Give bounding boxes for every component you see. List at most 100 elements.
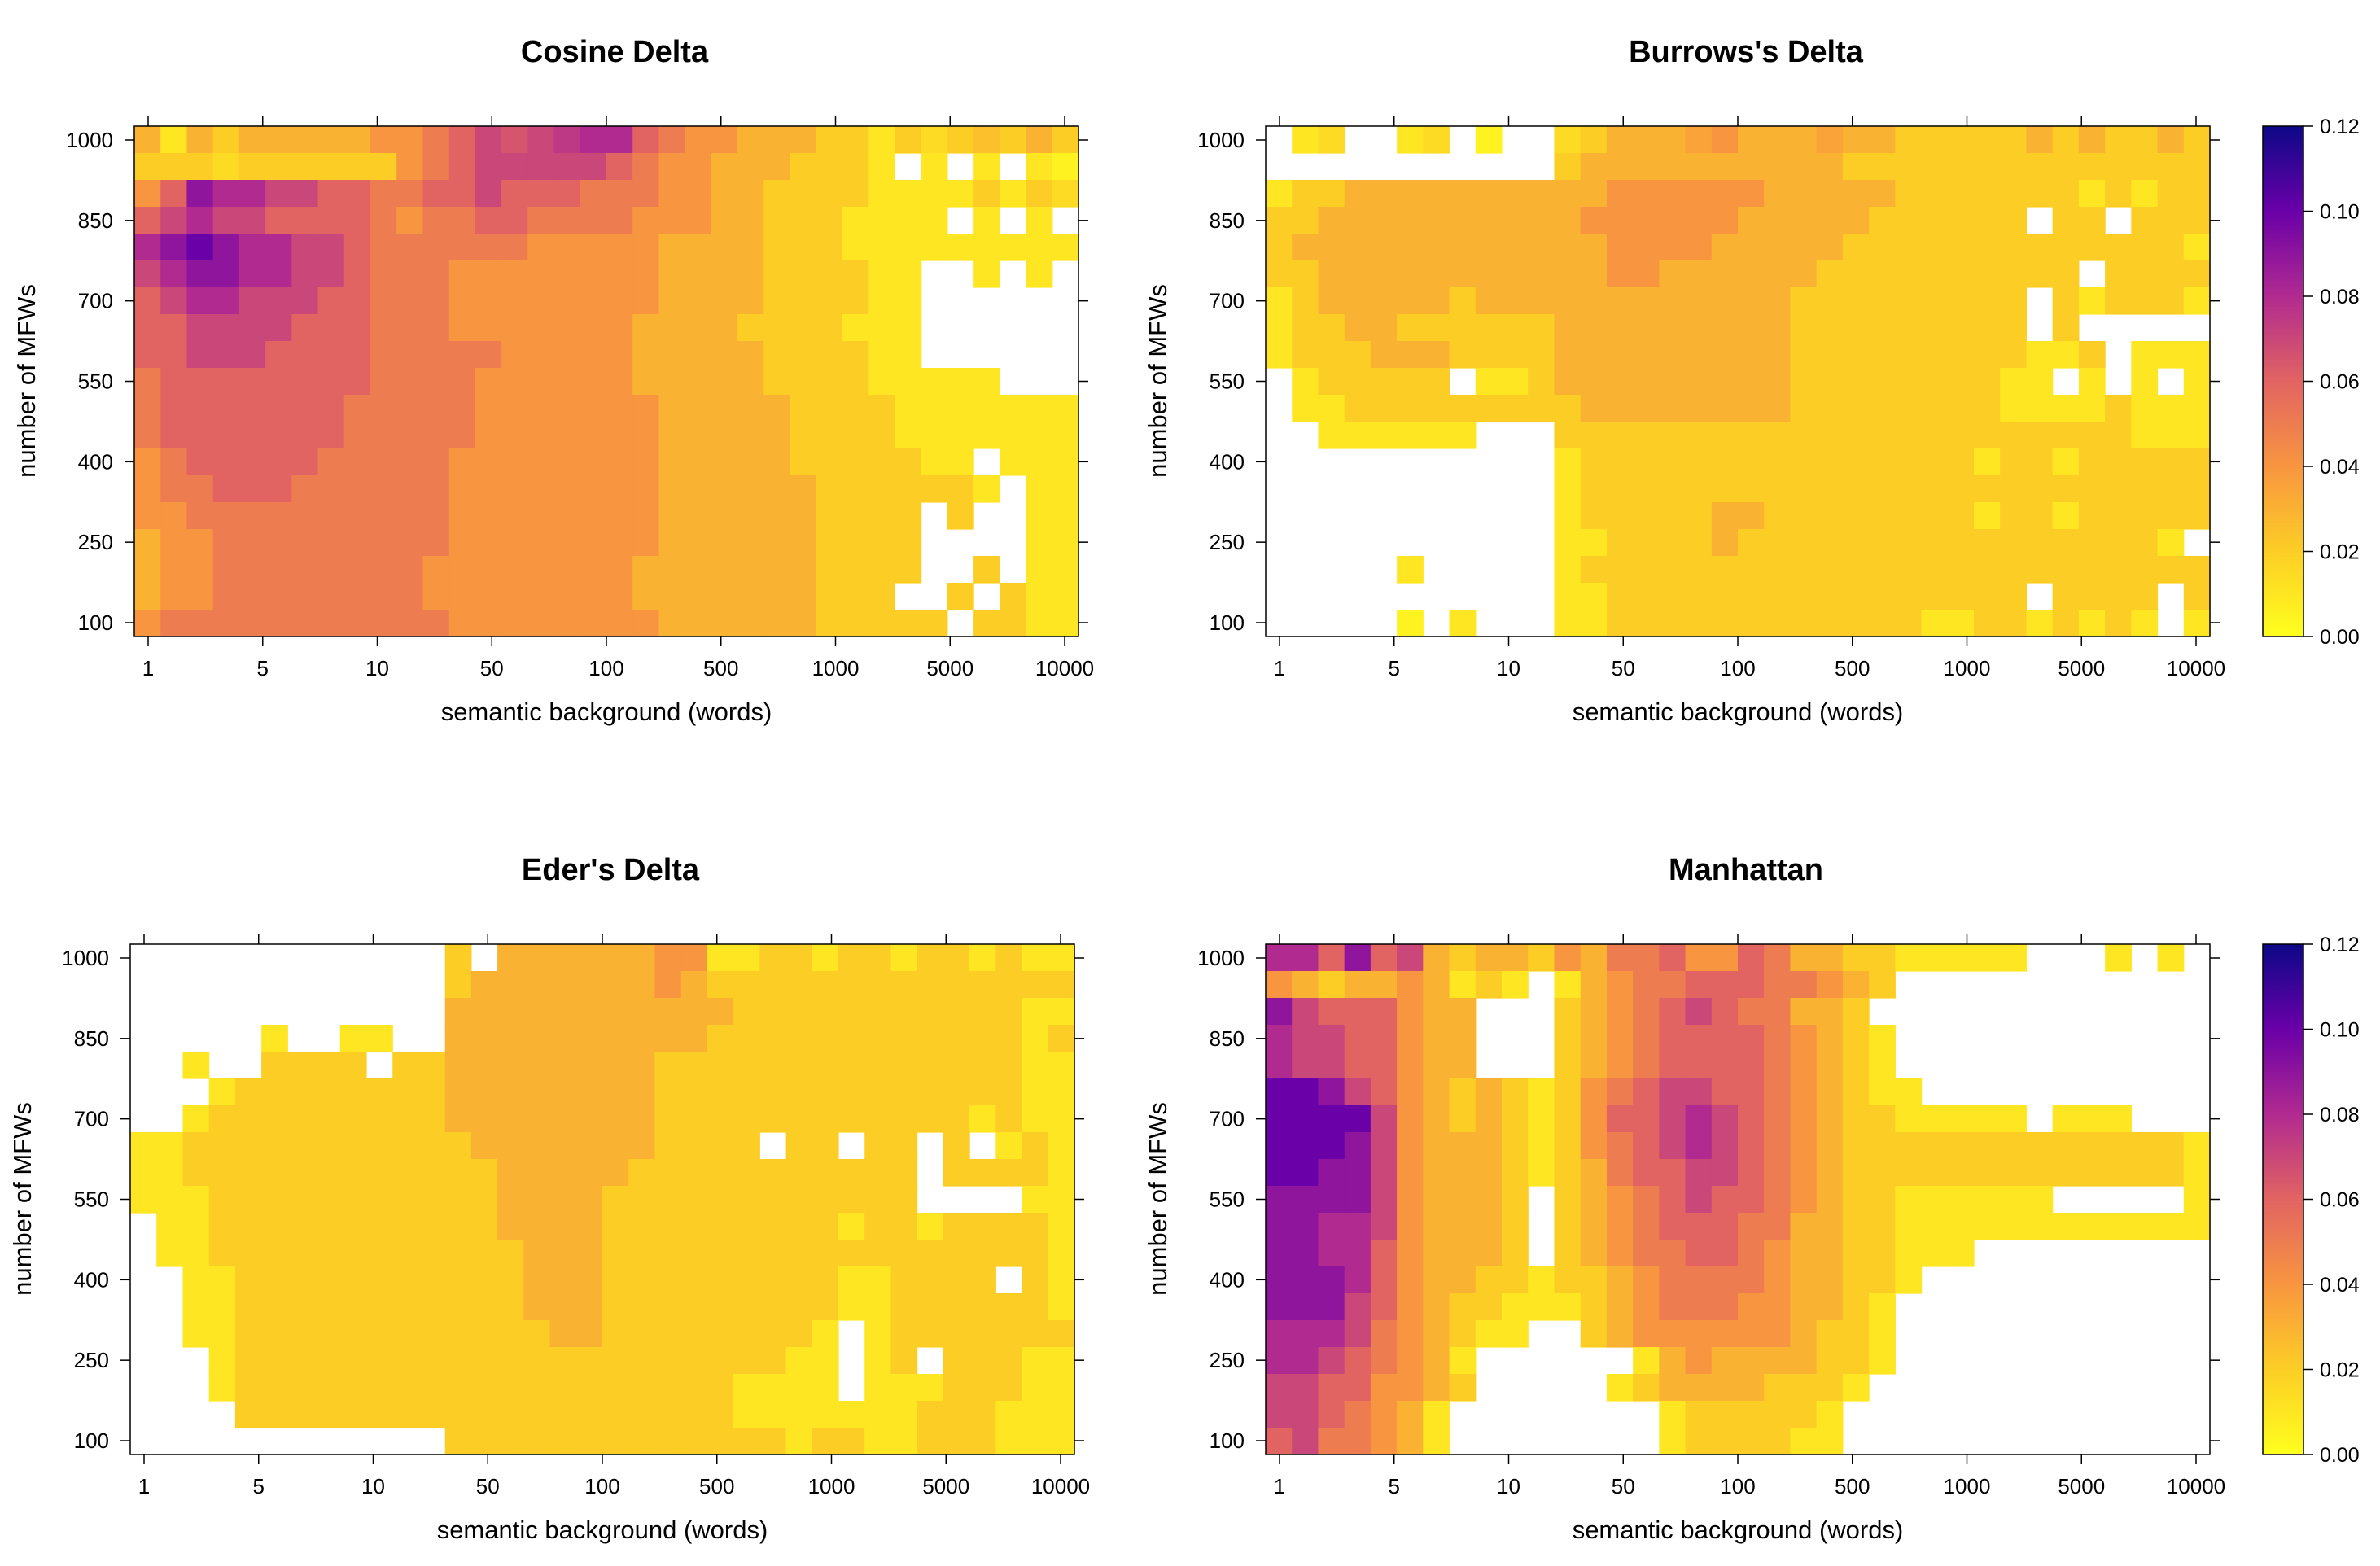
- heatmap-cell: [1764, 529, 1792, 557]
- heatmap-cell: [317, 395, 345, 422]
- heatmap-cell: [1790, 583, 1818, 610]
- heatmap-cell: [2078, 502, 2106, 530]
- heatmap-cell: [685, 207, 712, 234]
- heatmap-cell: [632, 180, 660, 208]
- heatmap-cell: [2105, 529, 2132, 557]
- heatmap-cell: [921, 448, 948, 476]
- heatmap-cell: [553, 448, 581, 476]
- heatmap-cell: [895, 475, 922, 503]
- heatmap-cell: [654, 1159, 682, 1187]
- heatmap-cell: [2183, 475, 2211, 503]
- heatmap-cell: [895, 502, 922, 530]
- heatmap-cell: [370, 502, 397, 530]
- x-tick-label: 10000: [2167, 1474, 2225, 1498]
- x-tick-label: 500: [1835, 1474, 1870, 1498]
- heatmap-cell: [1292, 287, 1319, 315]
- heatmap-cell: [890, 1159, 918, 1187]
- heatmap-cell: [1895, 502, 1923, 530]
- heatmap-cell: [1449, 998, 1477, 1026]
- heatmap-cell: [549, 1266, 577, 1294]
- heatmap-cell: [1842, 207, 1870, 234]
- heatmap-cell: [182, 1052, 210, 1079]
- heatmap-cell: [606, 422, 633, 449]
- colorbar-tick-label: 0.02: [2320, 1359, 2360, 1382]
- heatmap-cell: [1370, 287, 1398, 315]
- heatmap-cell: [1554, 287, 1582, 315]
- x-tick-label: 1000: [1944, 656, 1991, 680]
- heatmap-cell: [921, 475, 948, 503]
- heatmap-cell: [864, 1266, 892, 1294]
- heatmap-cell: [711, 234, 738, 261]
- heatmap-cell: [366, 1132, 393, 1160]
- heatmap-cell: [1423, 1186, 1450, 1214]
- heatmap-cell: [1502, 971, 1529, 999]
- heatmap-cell: [370, 475, 397, 503]
- heatmap-cell: [868, 422, 896, 449]
- heatmap-cell: [1397, 180, 1424, 208]
- heatmap-cell: [1685, 1293, 1713, 1321]
- heatmap-cell: [1292, 1078, 1319, 1106]
- heatmap-cell: [1869, 287, 1896, 315]
- heatmap-cell: [265, 422, 292, 449]
- heatmap-cell: [1816, 153, 1844, 181]
- heatmap-cell: [1685, 610, 1713, 637]
- heatmap-cell: [1947, 1213, 1975, 1240]
- heatmap-cell: [2157, 126, 2185, 154]
- heatmap-cell: [969, 944, 996, 972]
- heatmap-cell: [812, 1240, 839, 1267]
- heatmap-cell: [2131, 153, 2159, 181]
- heatmap-cell: [2183, 1213, 2211, 1240]
- heatmap-cell: [475, 341, 502, 369]
- heatmap-cell: [134, 234, 161, 261]
- y-axis-label: number of MFWs: [1144, 284, 1172, 478]
- heatmap-cell: [654, 1401, 682, 1428]
- heatmap-cell: [186, 287, 214, 315]
- heatmap-cell: [1606, 502, 1634, 530]
- heatmap-cell: [448, 180, 476, 208]
- heatmap-cell: [1318, 1213, 1345, 1240]
- heatmap-cell: [497, 1132, 524, 1160]
- heatmap-cell: [1790, 395, 1818, 422]
- heatmap-cell: [864, 1428, 892, 1455]
- heatmap-cell: [973, 395, 1000, 422]
- heatmap-cell: [1266, 1186, 1293, 1214]
- heatmap-cell: [497, 1025, 524, 1052]
- heatmap-cell: [366, 1374, 393, 1402]
- heatmap-cell: [1816, 368, 1844, 396]
- heatmap-cell: [895, 610, 922, 637]
- heatmap-cell: [523, 1293, 551, 1321]
- heatmap-cell: [1344, 341, 1372, 369]
- heatmap-cell: [291, 448, 319, 476]
- heatmap-cell: [339, 1132, 367, 1160]
- heatmap-cell: [470, 1293, 498, 1321]
- heatmap-cell: [370, 610, 397, 637]
- heatmap-cell: [1764, 1078, 1792, 1106]
- heatmap-cell: [370, 583, 397, 610]
- heatmap-cell: [895, 422, 922, 449]
- heatmap-cell: [1423, 126, 1450, 154]
- heatmap-cell: [134, 368, 161, 396]
- heatmap-cell: [339, 1374, 367, 1402]
- heatmap-cell: [523, 1105, 551, 1133]
- heatmap-cell: [947, 448, 974, 476]
- heatmap-cell: [1449, 1374, 1477, 1402]
- heatmap-cell: [685, 475, 712, 503]
- heatmap-cell: [1947, 1159, 1975, 1187]
- heatmap-cell: [2052, 153, 2080, 181]
- heatmap-cell: [737, 180, 764, 208]
- heatmap-cell: [1022, 1266, 1049, 1294]
- heatmap-cell: [921, 180, 948, 208]
- heatmap-cell: [1790, 126, 1818, 154]
- heatmap-cell: [737, 260, 764, 288]
- heatmap-cell: [1344, 1293, 1372, 1321]
- heatmap-cell: [1685, 944, 1713, 972]
- heatmap-cell: [261, 1025, 288, 1052]
- heatmap-cell: [475, 207, 502, 234]
- heatmap-cell: [396, 234, 424, 261]
- heatmap-cell: [2183, 287, 2211, 315]
- heatmap-cell: [790, 207, 817, 234]
- heatmap-cell: [632, 368, 660, 396]
- heatmap-cell: [238, 126, 266, 154]
- heatmap-cell: [1790, 180, 1818, 208]
- heatmap-cell: [1048, 1374, 1075, 1402]
